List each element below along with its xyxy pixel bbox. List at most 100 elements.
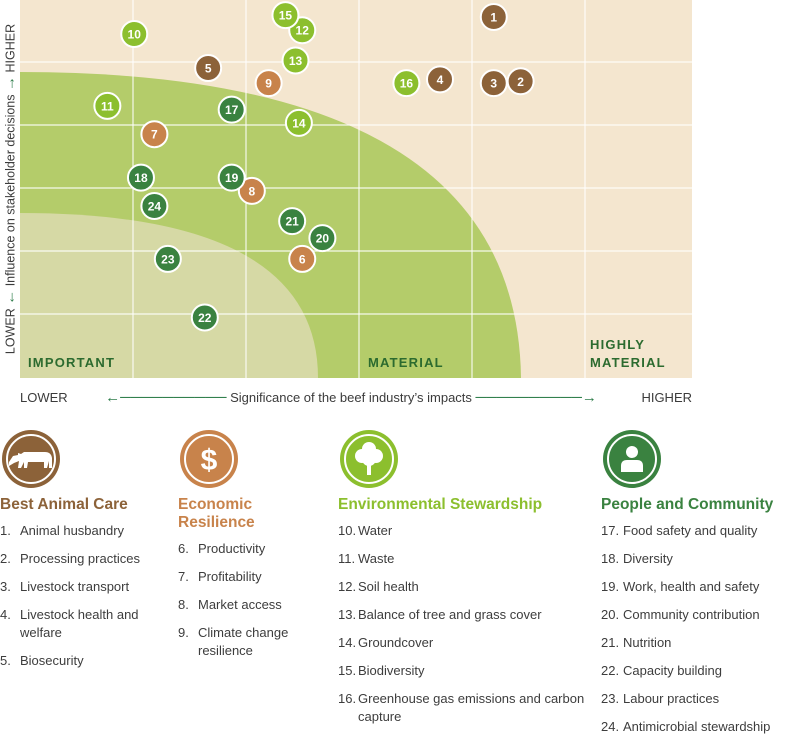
point-label: 6 xyxy=(299,252,306,266)
item-label: Market access xyxy=(198,597,282,612)
arrow-up-icon: → xyxy=(1,76,19,92)
point-label: 11 xyxy=(101,99,114,113)
point-marker xyxy=(190,303,219,332)
data-point-5: 5 xyxy=(194,54,223,83)
point-marker xyxy=(217,95,246,124)
point-label: 23 xyxy=(161,252,175,266)
data-point-14: 14 xyxy=(284,108,313,137)
point-label: 1 xyxy=(490,11,497,25)
point-marker xyxy=(254,69,283,98)
item-label: Capacity building xyxy=(623,663,723,678)
item-number: 18. xyxy=(601,551,620,566)
point-marker xyxy=(281,46,310,75)
item-number: 15. xyxy=(338,663,357,678)
item-label: Work, health and safety xyxy=(623,579,760,594)
item-number: 9. xyxy=(178,625,189,640)
category-item: 17. Food safety and quality xyxy=(601,522,800,540)
item-label: Community contribution xyxy=(623,607,760,622)
data-point-2: 2 xyxy=(506,67,535,96)
item-number: 16. xyxy=(338,691,357,706)
y-axis-low-label: LOWER xyxy=(3,308,18,355)
category-item: 21. Nutrition xyxy=(601,634,800,652)
item-label: Livestock transport xyxy=(20,579,130,594)
legend-economic-resilience: $ Economic Resilience 6. Productivity 7. Pr… xyxy=(178,428,338,670)
point-marker xyxy=(278,207,307,236)
category-item: 5. Biosecurity xyxy=(0,652,175,670)
point-marker xyxy=(479,3,508,32)
arrow-right-icon: ──────────→ xyxy=(475,389,597,406)
data-point-19: 19 xyxy=(217,163,246,192)
point-label: 24 xyxy=(148,200,162,214)
legend-environmental-stewardship: Environmental Stewardship 10. Water 11. Was… xyxy=(338,428,593,736)
item-number: 4. xyxy=(0,607,11,622)
point-marker xyxy=(140,120,169,149)
point-label: 7 xyxy=(151,128,158,142)
category-item: 20. Community contribution xyxy=(601,606,800,624)
item-label: Antimicrobial stewardship xyxy=(623,719,771,734)
item-number: 22. xyxy=(601,663,620,678)
category-list: 10. Water 11. Waste 12. Soil health 13. Balance… xyxy=(338,522,593,726)
category-item: 24. Antimicrobial stewardship xyxy=(601,718,800,736)
category-item: 4. Livestock health and welfare xyxy=(0,606,175,642)
item-label: Productivity xyxy=(198,541,266,556)
data-point-11: 11 xyxy=(93,91,122,120)
item-number: 8. xyxy=(178,597,189,612)
data-point-22: 22 xyxy=(190,303,219,332)
category-item: 6. Productivity xyxy=(178,540,338,558)
point-label: 22 xyxy=(198,311,212,325)
data-point-17: 17 xyxy=(217,95,246,124)
point-marker xyxy=(426,65,454,94)
point-marker xyxy=(479,69,508,98)
point-label: 16 xyxy=(400,77,414,91)
arrow-down-icon: ← xyxy=(1,289,19,305)
point-label: 3 xyxy=(490,77,497,91)
point-label: 2 xyxy=(517,75,524,89)
item-number: 10. xyxy=(338,523,357,538)
item-number: 11. xyxy=(338,551,356,566)
point-label: 15 xyxy=(279,9,293,23)
point-marker xyxy=(126,163,155,192)
category-item: 1. Animal husbandry xyxy=(0,522,175,540)
item-number: 24. xyxy=(601,719,620,734)
item-number: 17. xyxy=(601,523,620,538)
category-item: 12. Soil health xyxy=(338,578,593,596)
item-number: 23. xyxy=(601,691,620,706)
point-marker xyxy=(308,224,337,253)
item-label: Climate change resilience xyxy=(198,625,289,658)
item-number: 6. xyxy=(178,541,189,556)
category-item: 15. Biodiversity xyxy=(338,662,593,680)
item-number: 13. xyxy=(338,607,357,622)
item-label: Biosecurity xyxy=(20,653,84,668)
item-label: Water xyxy=(358,523,393,538)
point-marker xyxy=(271,1,300,30)
item-number: 19. xyxy=(601,579,620,594)
point-label: 12 xyxy=(296,24,310,38)
person-icon xyxy=(603,430,661,488)
point-label: 19 xyxy=(225,171,239,185)
x-axis-title-row: ←────────── Significance of the beef ind… xyxy=(80,389,622,406)
category-title: Best Animal Care xyxy=(0,496,128,513)
y-axis-label-row: LOWER ← Influence on stakeholder decisio… xyxy=(2,24,19,354)
item-label: Waste xyxy=(358,551,395,566)
point-label: 17 xyxy=(225,103,239,117)
item-label: Soil health xyxy=(358,579,419,594)
x-axis-title: Significance of the beef industry’s impa… xyxy=(230,390,472,405)
category-item: 9. Climate change resilience xyxy=(178,624,338,660)
y-axis: LOWER ← Influence on stakeholder decisio… xyxy=(0,0,20,378)
x-axis-high-label: HIGHER xyxy=(641,390,692,405)
item-label: Groundcover xyxy=(358,635,434,650)
data-point-10: 10 xyxy=(120,20,149,49)
item-label: Profitability xyxy=(198,569,262,584)
point-marker xyxy=(120,20,149,49)
arrow-left-icon: ←────────── xyxy=(105,389,227,406)
item-number: 21. xyxy=(601,635,620,650)
tree-icon xyxy=(340,430,398,488)
data-point-15: 15 xyxy=(271,1,300,30)
data-point-24: 24 xyxy=(140,192,169,221)
point-marker xyxy=(217,163,246,192)
cow-icon xyxy=(2,430,60,488)
svg-text:$: $ xyxy=(201,444,218,477)
data-point-4: 4 xyxy=(426,65,454,94)
